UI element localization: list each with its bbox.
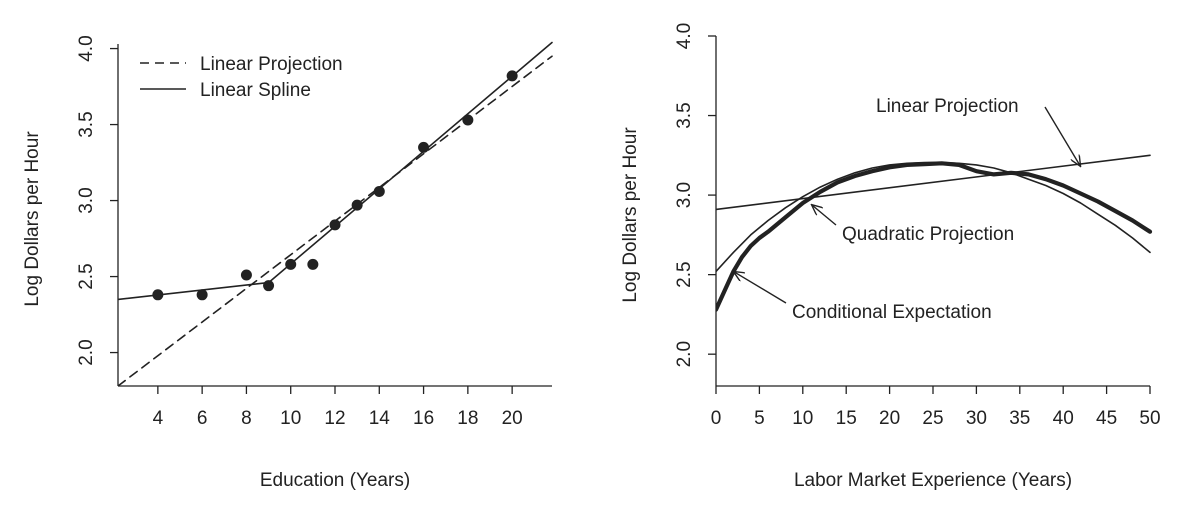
left-y-tick-label: 2.0 <box>76 339 97 365</box>
right-x-tick-label: 5 <box>754 408 765 429</box>
left-x-tick-label: 20 <box>502 408 523 429</box>
left-data-point <box>506 70 518 82</box>
left-y-tick-label: 3.5 <box>76 111 97 137</box>
right-y-axis-title: Log Dollars per Hour <box>620 127 641 303</box>
left-chart: 4 6 8 10 12 14 16 18 20 2.0 2.5 3.0 3.5 4.0 Education … <box>22 35 553 491</box>
left-data-point <box>329 219 341 231</box>
left-data-point <box>373 185 385 197</box>
right-x-tick-label: 10 <box>792 408 813 429</box>
left-x-tick-label: 8 <box>241 408 252 429</box>
right-x-axis-title: Labor Market Experience (Years) <box>794 470 1072 491</box>
annotation-label: Linear Projection <box>876 96 1019 117</box>
right-y-tick-label: 3.0 <box>674 182 695 208</box>
annotation-arrow <box>733 271 787 304</box>
right-series-conditional-expectation <box>716 161 1153 312</box>
left-x-tick-label: 12 <box>324 408 345 429</box>
annotation-label: Conditional Expectation <box>792 302 992 323</box>
right-x-tick-label: 35 <box>1009 408 1030 429</box>
left-data-point <box>351 199 363 211</box>
right-x-tick-label: 50 <box>1139 408 1160 429</box>
left-data-point <box>285 258 297 270</box>
left-x-tick-label: 6 <box>197 408 208 429</box>
left-data-point <box>307 258 319 270</box>
annotation-arrow <box>811 205 837 226</box>
right-series-quadratic-projection <box>716 161 1151 273</box>
right-annotations: Linear Projection Quadratic Projection Con… <box>733 96 1080 323</box>
left-x-tick-label: 14 <box>369 408 391 429</box>
left-data-point <box>462 114 474 126</box>
right-x-tick-label: 45 <box>1096 408 1117 429</box>
left-y-tick-label: 2.5 <box>76 263 97 289</box>
right-x-tick-label: 30 <box>966 408 987 429</box>
left-x-tick-label: 4 <box>153 408 164 429</box>
left-x-tick-label: 18 <box>457 408 478 429</box>
left-data-point <box>263 280 275 292</box>
left-x-axis-title: Education (Years) <box>260 470 410 491</box>
right-x-tick-label: 0 <box>711 408 722 429</box>
right-y-tick-label: 3.5 <box>674 102 695 128</box>
right-x-tick-label: 20 <box>879 408 900 429</box>
right-x-tick-label: 15 <box>836 408 857 429</box>
right-x-tick-label: 25 <box>922 408 943 429</box>
left-legend: Linear Projection Linear Spline <box>140 54 343 101</box>
right-y-tick-label: 2.0 <box>674 341 695 367</box>
left-data-point <box>240 269 252 281</box>
left-x-tick-label: 16 <box>413 408 434 429</box>
annotation-label: Quadratic Projection <box>842 224 1014 245</box>
legend-label: Linear Projection <box>200 54 343 75</box>
left-data-point <box>196 289 208 301</box>
left-data-point <box>418 141 430 153</box>
left-y-tick-label: 4.0 <box>76 35 97 61</box>
right-chart: 0 5 10 15 20 25 30 35 40 45 50 2.0 2.5 3.0 3.5 4.0 Labor… <box>620 23 1161 491</box>
right-y-tick-label: 4.0 <box>674 23 695 49</box>
left-y-axis-title: Log Dollars per Hour <box>22 131 43 307</box>
left-series-linear-spline <box>118 41 553 301</box>
left-y-tick-label: 3.0 <box>76 187 97 213</box>
right-x-tick-label: 40 <box>1053 408 1074 429</box>
left-x-tick-label: 10 <box>280 408 301 429</box>
annotation-arrow <box>1044 106 1081 166</box>
legend-label: Linear Spline <box>200 80 311 101</box>
right-y-tick-label: 2.5 <box>674 261 695 287</box>
left-data-point <box>152 289 164 301</box>
left-plot-area <box>118 41 553 386</box>
